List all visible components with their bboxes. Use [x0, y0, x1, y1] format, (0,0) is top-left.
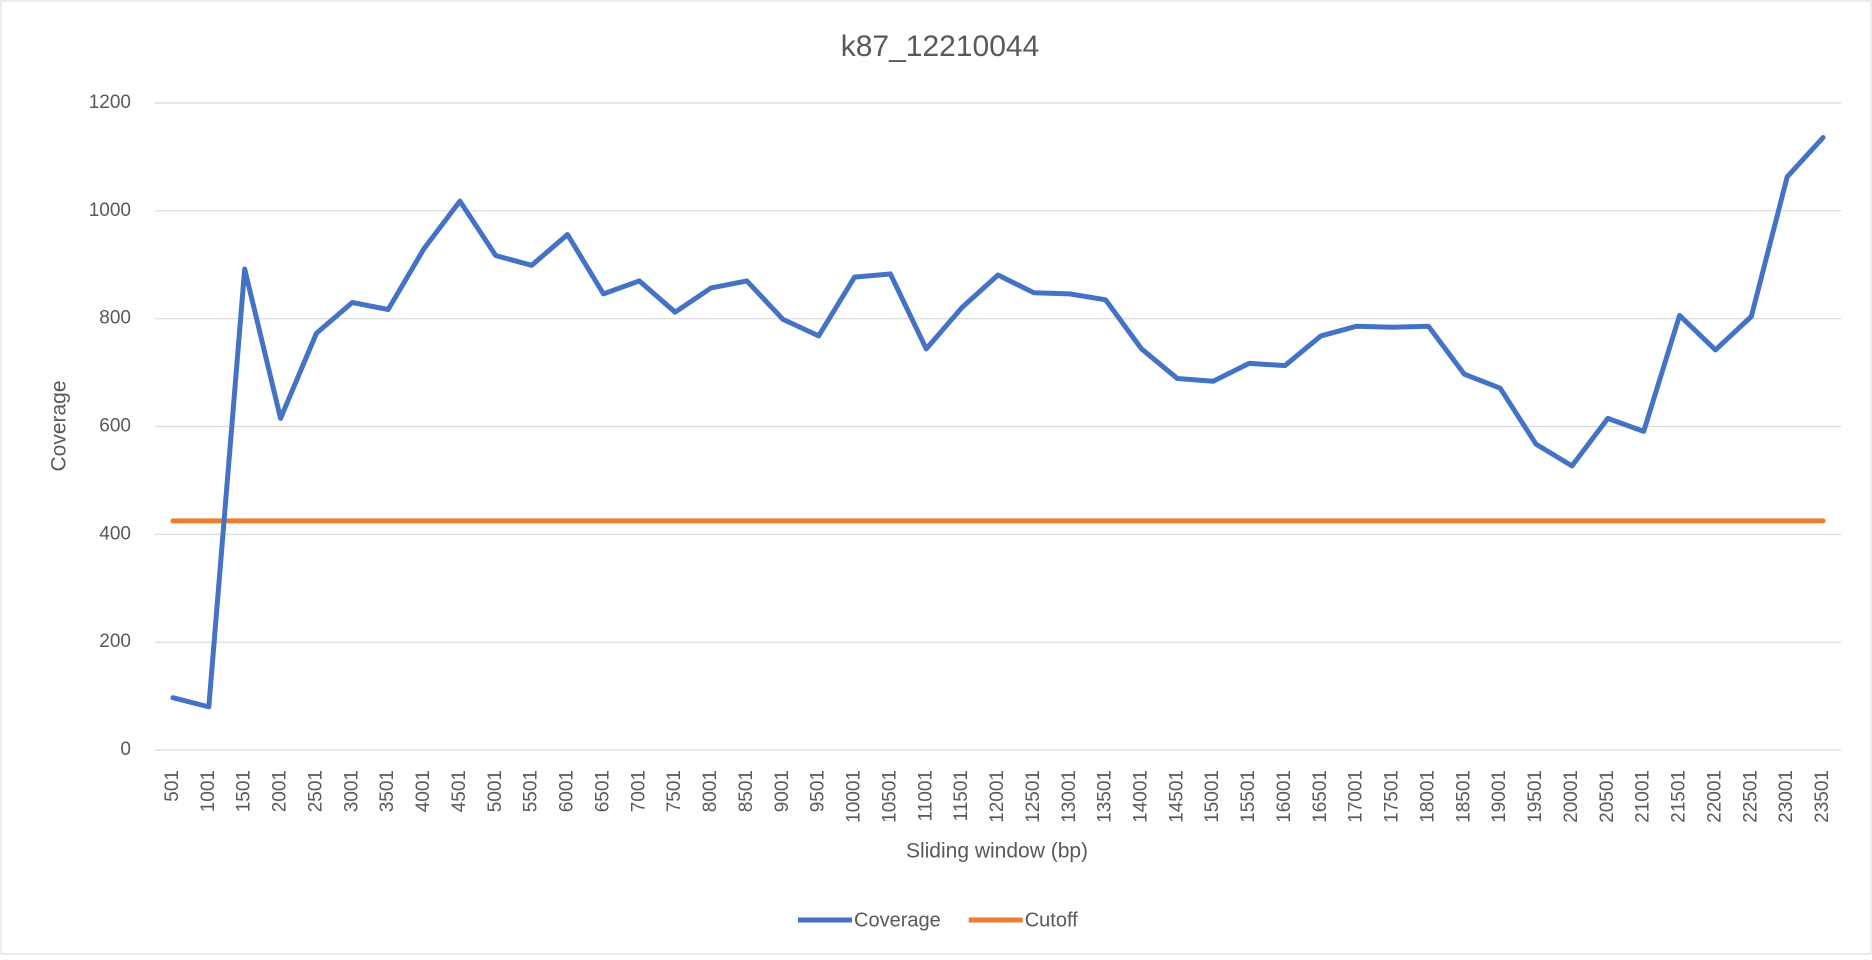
x-tick-label: 5001 — [485, 770, 506, 812]
x-tick-label: 6001 — [557, 770, 578, 812]
x-tick-label: 7001 — [628, 770, 649, 812]
x-tick-label: 13501 — [1095, 770, 1116, 823]
x-tick-label: 22001 — [1704, 770, 1725, 823]
x-tick-label: 10501 — [879, 770, 900, 823]
chart-title: k87_12210044 — [841, 30, 1040, 63]
x-tick-label: 17501 — [1382, 770, 1403, 823]
x-tick-label: 11501 — [951, 770, 972, 821]
x-tick-label: 7501 — [664, 770, 685, 812]
x-tick-label: 13001 — [1059, 770, 1080, 823]
x-tick-label: 4501 — [449, 770, 470, 812]
x-tick-label: 10001 — [844, 770, 865, 823]
x-tick-label: 22501 — [1740, 770, 1761, 823]
legend-label: Cutoff — [1025, 909, 1078, 931]
x-tick-label: 8501 — [736, 770, 757, 812]
x-tick-label: 19501 — [1525, 770, 1546, 823]
x-tick-label: 18501 — [1453, 770, 1474, 823]
x-tick-label: 21501 — [1669, 770, 1690, 823]
y-tick-label: 400 — [99, 523, 131, 544]
x-tick-label: 2501 — [305, 770, 326, 812]
x-tick-label: 3001 — [341, 770, 362, 812]
x-tick-label: 1001 — [198, 770, 219, 812]
x-tick-label: 14501 — [1166, 770, 1187, 823]
x-axis-title: Sliding window (bp) — [906, 840, 1088, 863]
y-tick-label: 200 — [99, 631, 131, 652]
x-tick-label: 15501 — [1238, 770, 1259, 823]
x-tick-label: 9001 — [772, 770, 793, 812]
x-tick-label: 9501 — [808, 770, 829, 812]
x-tick-label: 6501 — [592, 770, 613, 812]
x-tick-label: 14001 — [1131, 770, 1152, 823]
x-tick-label: 12501 — [1023, 770, 1044, 823]
x-tick-label: 23501 — [1812, 770, 1833, 823]
x-tick-label: 3501 — [377, 770, 398, 812]
y-tick-label: 0 — [120, 739, 131, 760]
x-tick-label: 23001 — [1776, 770, 1797, 823]
data-line — [170, 135, 1826, 710]
x-tick-label: 1501 — [234, 770, 255, 812]
y-tick-label: 800 — [99, 308, 131, 329]
y-axis-title: Coverage — [48, 380, 71, 471]
x-tick-label: 20001 — [1561, 770, 1582, 823]
y-tick-label: 600 — [99, 416, 131, 437]
x-tick-label: 501 — [162, 770, 183, 802]
y-tick-label: 1200 — [89, 92, 131, 113]
x-tick-label: 21001 — [1633, 770, 1654, 823]
x-tick-label: 20501 — [1597, 770, 1618, 823]
x-tick-label: 12001 — [987, 770, 1008, 823]
x-tick-label: 19001 — [1489, 770, 1510, 823]
x-tick-label: 11001 — [915, 770, 936, 821]
x-tick-label: 16501 — [1310, 770, 1331, 823]
y-tick-label: 1000 — [89, 200, 131, 221]
x-tick-label: 5501 — [521, 770, 542, 812]
x-tick-label: 18001 — [1417, 770, 1438, 823]
x-tick-label: 8001 — [700, 770, 721, 812]
x-tick-label: 2001 — [270, 770, 291, 812]
x-tick-label: 17001 — [1346, 770, 1367, 823]
legend-label: Coverage — [854, 909, 941, 931]
x-tick-label: 15001 — [1202, 770, 1223, 823]
x-tick-label: 16001 — [1274, 770, 1295, 823]
x-tick-label: 4001 — [413, 770, 434, 812]
